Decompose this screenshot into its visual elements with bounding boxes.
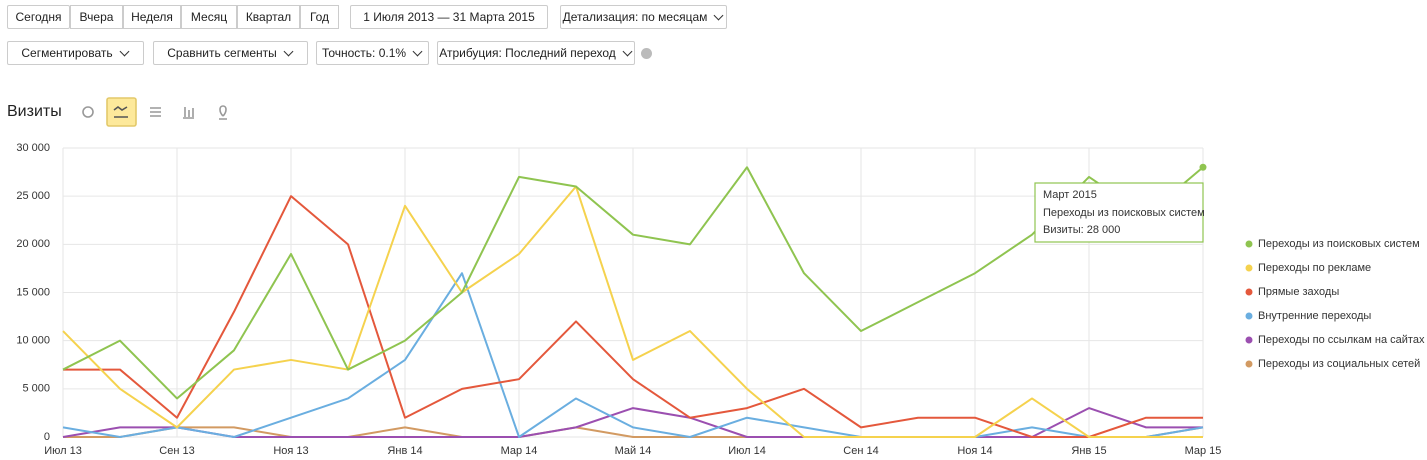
area-icon[interactable]	[150, 107, 161, 117]
legend-dot	[1245, 336, 1253, 344]
x-tick-label: Июл 13	[44, 445, 82, 457]
view-icons	[82, 97, 227, 127]
button-label: Вчера	[79, 10, 114, 24]
line-icon-bg[interactable]	[106, 97, 137, 127]
legend-label: Внутренние переходы	[1258, 310, 1371, 322]
y-tick-label: 0	[44, 431, 50, 443]
y-tick-label: 15 000	[16, 286, 50, 298]
legend-label: Переходы по рекламе	[1258, 262, 1371, 274]
button-label: Неделя	[131, 10, 173, 24]
button[interactable]: Сегодня	[7, 5, 70, 29]
y-tick-label: 10 000	[16, 335, 50, 347]
series-line	[63, 195, 1203, 438]
x-tick-label: Ноя 14	[957, 445, 992, 457]
series-line	[62, 185, 1203, 438]
y-tick-label: 5 000	[22, 383, 50, 395]
pie-icon[interactable]	[82, 106, 94, 118]
x-tick-label: Мар 14	[501, 445, 538, 457]
button[interactable]: Сравнить сегменты	[153, 41, 308, 65]
legend-dot	[1245, 312, 1253, 320]
legend-dot	[1245, 264, 1253, 272]
bar-icon[interactable]	[183, 107, 194, 119]
legend-label: Переходы по ссылкам на сайтах	[1258, 334, 1425, 346]
button-label: Детализация: по месяцам	[562, 10, 708, 24]
button-label: 1 Июля 2013 — 31 Марта 2015	[363, 10, 535, 24]
button-label: Сравнить сегменты	[167, 46, 277, 60]
button[interactable]: Сегментировать	[7, 41, 144, 65]
button[interactable]: Год	[300, 5, 339, 29]
button[interactable]: Квартал	[237, 5, 300, 29]
series-line	[62, 407, 1203, 438]
button[interactable]: Месяц	[181, 5, 237, 29]
y-tick-label: 20 000	[16, 238, 50, 250]
button-label: Атрибуция: Последний переход	[439, 46, 616, 60]
button[interactable]: 1 Июля 2013 — 31 Марта 2015	[350, 5, 548, 29]
tooltip-box	[1034, 182, 1204, 243]
legend-label: Переходы из поисковых систем	[1258, 238, 1420, 250]
legend-dot	[1245, 360, 1253, 368]
legend-dot	[1245, 288, 1253, 296]
button[interactable]: Атрибуция: Последний переход	[437, 41, 635, 65]
button[interactable]: Вчера	[70, 5, 123, 29]
tooltip-series: Переходы из поисковых систем	[1043, 207, 1205, 219]
legend-dot	[1245, 240, 1253, 248]
x-tick-label: Янв 15	[1071, 445, 1106, 457]
tooltip-value: Визиты: 28 000	[1043, 224, 1120, 236]
series-line	[62, 166, 1204, 400]
x-tick-label: Май 14	[615, 445, 652, 457]
button-label: Точность: 0.1%	[321, 46, 407, 60]
x-tick-label: Июл 14	[728, 445, 766, 457]
button[interactable]: Точность: 0.1%	[316, 41, 429, 65]
y-tick-label: 25 000	[16, 190, 50, 202]
button-label: Квартал	[245, 10, 292, 24]
y-tick-label: 30 000	[16, 142, 50, 154]
x-tick-label: Янв 14	[387, 445, 422, 457]
x-tick-label: Сен 13	[159, 445, 194, 457]
plot: 0 5 000 10 000 15 000 20 000 25 000 30 000 Июл …	[16, 142, 1425, 457]
line-icon[interactable]	[113, 106, 128, 118]
button-label: Сегментировать	[21, 46, 113, 60]
button-label: Месяц	[190, 10, 228, 24]
legend-label: Переходы из социальных сетей	[1258, 358, 1420, 370]
button-label: Год	[309, 10, 330, 24]
highlight-point	[1199, 163, 1207, 171]
map-icon[interactable]	[219, 105, 227, 120]
button-label: Сегодня	[15, 10, 62, 24]
chart-title: Визиты	[7, 103, 62, 120]
help-icon[interactable]	[641, 48, 652, 59]
x-tick-label: Мар 15	[1185, 445, 1222, 457]
button[interactable]: Детализация: по месяцам	[560, 5, 727, 29]
tooltip-title: Март 2015	[1043, 189, 1097, 201]
x-tick-label: Ноя 13	[273, 445, 308, 457]
button[interactable]: Неделя	[123, 5, 181, 29]
x-tick-label: Сен 14	[843, 445, 878, 457]
legend-label: Прямые заходы	[1258, 286, 1339, 298]
